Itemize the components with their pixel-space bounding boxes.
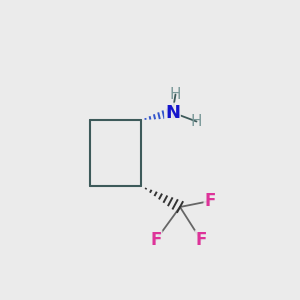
Text: H: H [191,114,202,129]
Text: N: N [165,103,180,122]
Text: F: F [204,192,216,210]
Text: F: F [150,231,162,249]
Text: H: H [170,87,181,102]
Text: F: F [195,231,207,249]
